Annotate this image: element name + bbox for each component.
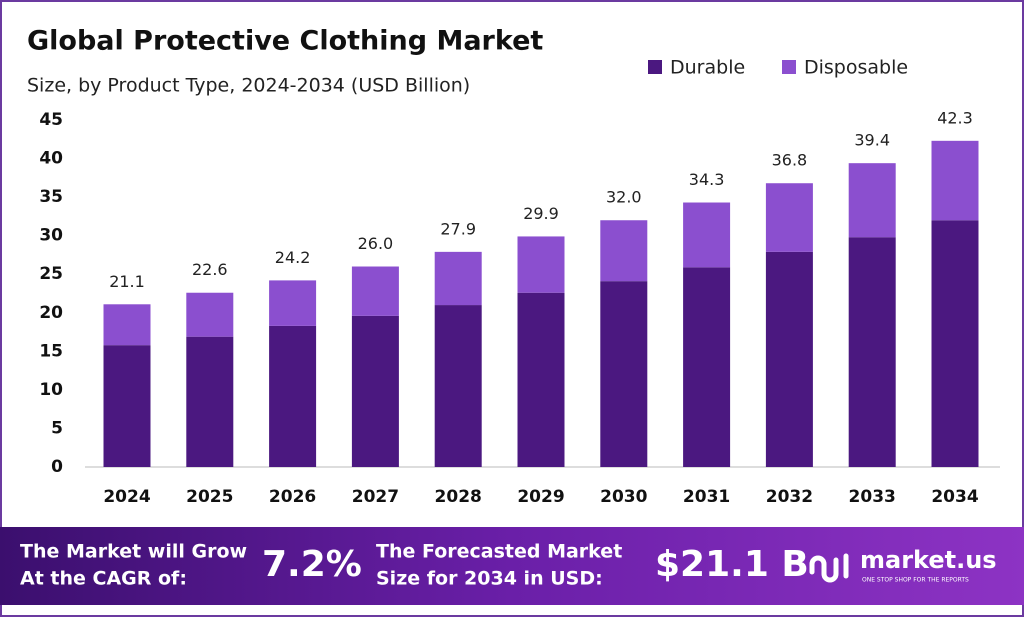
bar-segment bbox=[269, 280, 317, 326]
x-tick-label: 2030 bbox=[600, 487, 647, 507]
bar-segment bbox=[600, 281, 648, 467]
total-label: 29.9 bbox=[523, 204, 559, 223]
bar-segment bbox=[103, 345, 151, 467]
banner bbox=[0, 527, 1024, 605]
bar-segment bbox=[517, 292, 565, 467]
bar-segment bbox=[351, 315, 399, 467]
bar-segment bbox=[103, 304, 151, 346]
y-tick-label: 35 bbox=[39, 187, 63, 207]
forecast-value: $21.1 B bbox=[655, 544, 809, 585]
x-tick-label: 2032 bbox=[766, 487, 813, 507]
bar-segment bbox=[186, 336, 234, 467]
cagr-value: 7.2% bbox=[262, 544, 362, 585]
y-tick-label: 40 bbox=[39, 149, 63, 169]
bar-segment bbox=[434, 251, 482, 306]
x-tick-label: 2031 bbox=[683, 487, 730, 507]
x-tick-label: 2025 bbox=[186, 487, 233, 507]
total-label: 26.0 bbox=[358, 234, 394, 253]
total-label: 36.8 bbox=[772, 151, 808, 170]
x-tick-label: 2028 bbox=[435, 487, 482, 507]
total-label: 22.6 bbox=[192, 260, 228, 279]
total-label: 27.9 bbox=[440, 219, 476, 238]
bar-segment bbox=[765, 183, 813, 252]
x-tick-label: 2029 bbox=[517, 487, 564, 507]
x-tick-label: 2027 bbox=[352, 487, 399, 507]
bar-segment bbox=[931, 140, 979, 221]
legend-label: Disposable bbox=[804, 57, 908, 79]
logo-text: market.us bbox=[860, 546, 997, 574]
logo-tagline: ONE STOP SHOP FOR THE REPORTS bbox=[862, 577, 969, 584]
y-tick-label: 0 bbox=[51, 457, 63, 477]
legend-label: Durable bbox=[670, 57, 745, 79]
banner-text: At the CAGR of: bbox=[20, 568, 187, 590]
x-tick-label: 2033 bbox=[849, 487, 896, 507]
total-label: 42.3 bbox=[937, 108, 973, 127]
x-tick-label: 2034 bbox=[931, 487, 978, 507]
x-tick-label: 2026 bbox=[269, 487, 316, 507]
bar-segment bbox=[517, 236, 565, 293]
y-tick-label: 20 bbox=[39, 303, 63, 323]
chart-title: Global Protective Clothing Market bbox=[27, 26, 543, 57]
x-tick-label: 2024 bbox=[103, 487, 150, 507]
legend-swatch bbox=[782, 60, 796, 74]
y-tick-label: 10 bbox=[39, 380, 63, 400]
bar-segment bbox=[434, 305, 482, 467]
y-tick-label: 30 bbox=[39, 226, 63, 246]
bar-segment bbox=[848, 237, 896, 467]
bar-segment bbox=[765, 251, 813, 467]
banner-text: The Market will Grow bbox=[20, 541, 247, 563]
total-label: 24.2 bbox=[275, 248, 311, 267]
y-tick-label: 15 bbox=[39, 341, 63, 361]
bar-segment bbox=[683, 267, 731, 467]
banner-text: The Forecasted Market bbox=[376, 541, 622, 563]
chart-subtitle: Size, by Product Type, 2024-2034 (USD Bi… bbox=[27, 75, 470, 97]
bar-segment bbox=[269, 325, 317, 467]
total-label: 32.0 bbox=[606, 188, 642, 207]
banner-text: Size for 2034 in USD: bbox=[376, 568, 603, 590]
y-tick-label: 25 bbox=[39, 264, 63, 284]
total-label: 34.3 bbox=[689, 170, 725, 189]
total-label: 21.1 bbox=[109, 272, 145, 291]
y-tick-label: 5 bbox=[51, 418, 63, 438]
y-tick-label: 45 bbox=[39, 110, 63, 130]
bar-segment bbox=[848, 163, 896, 238]
total-label: 39.4 bbox=[854, 131, 890, 150]
bar-segment bbox=[931, 220, 979, 467]
bar-segment bbox=[600, 220, 648, 282]
bar-segment bbox=[186, 292, 234, 337]
legend-swatch bbox=[648, 60, 662, 74]
logo-icon bbox=[809, 553, 849, 583]
bar-segment bbox=[683, 202, 731, 268]
bar-segment bbox=[351, 266, 399, 316]
